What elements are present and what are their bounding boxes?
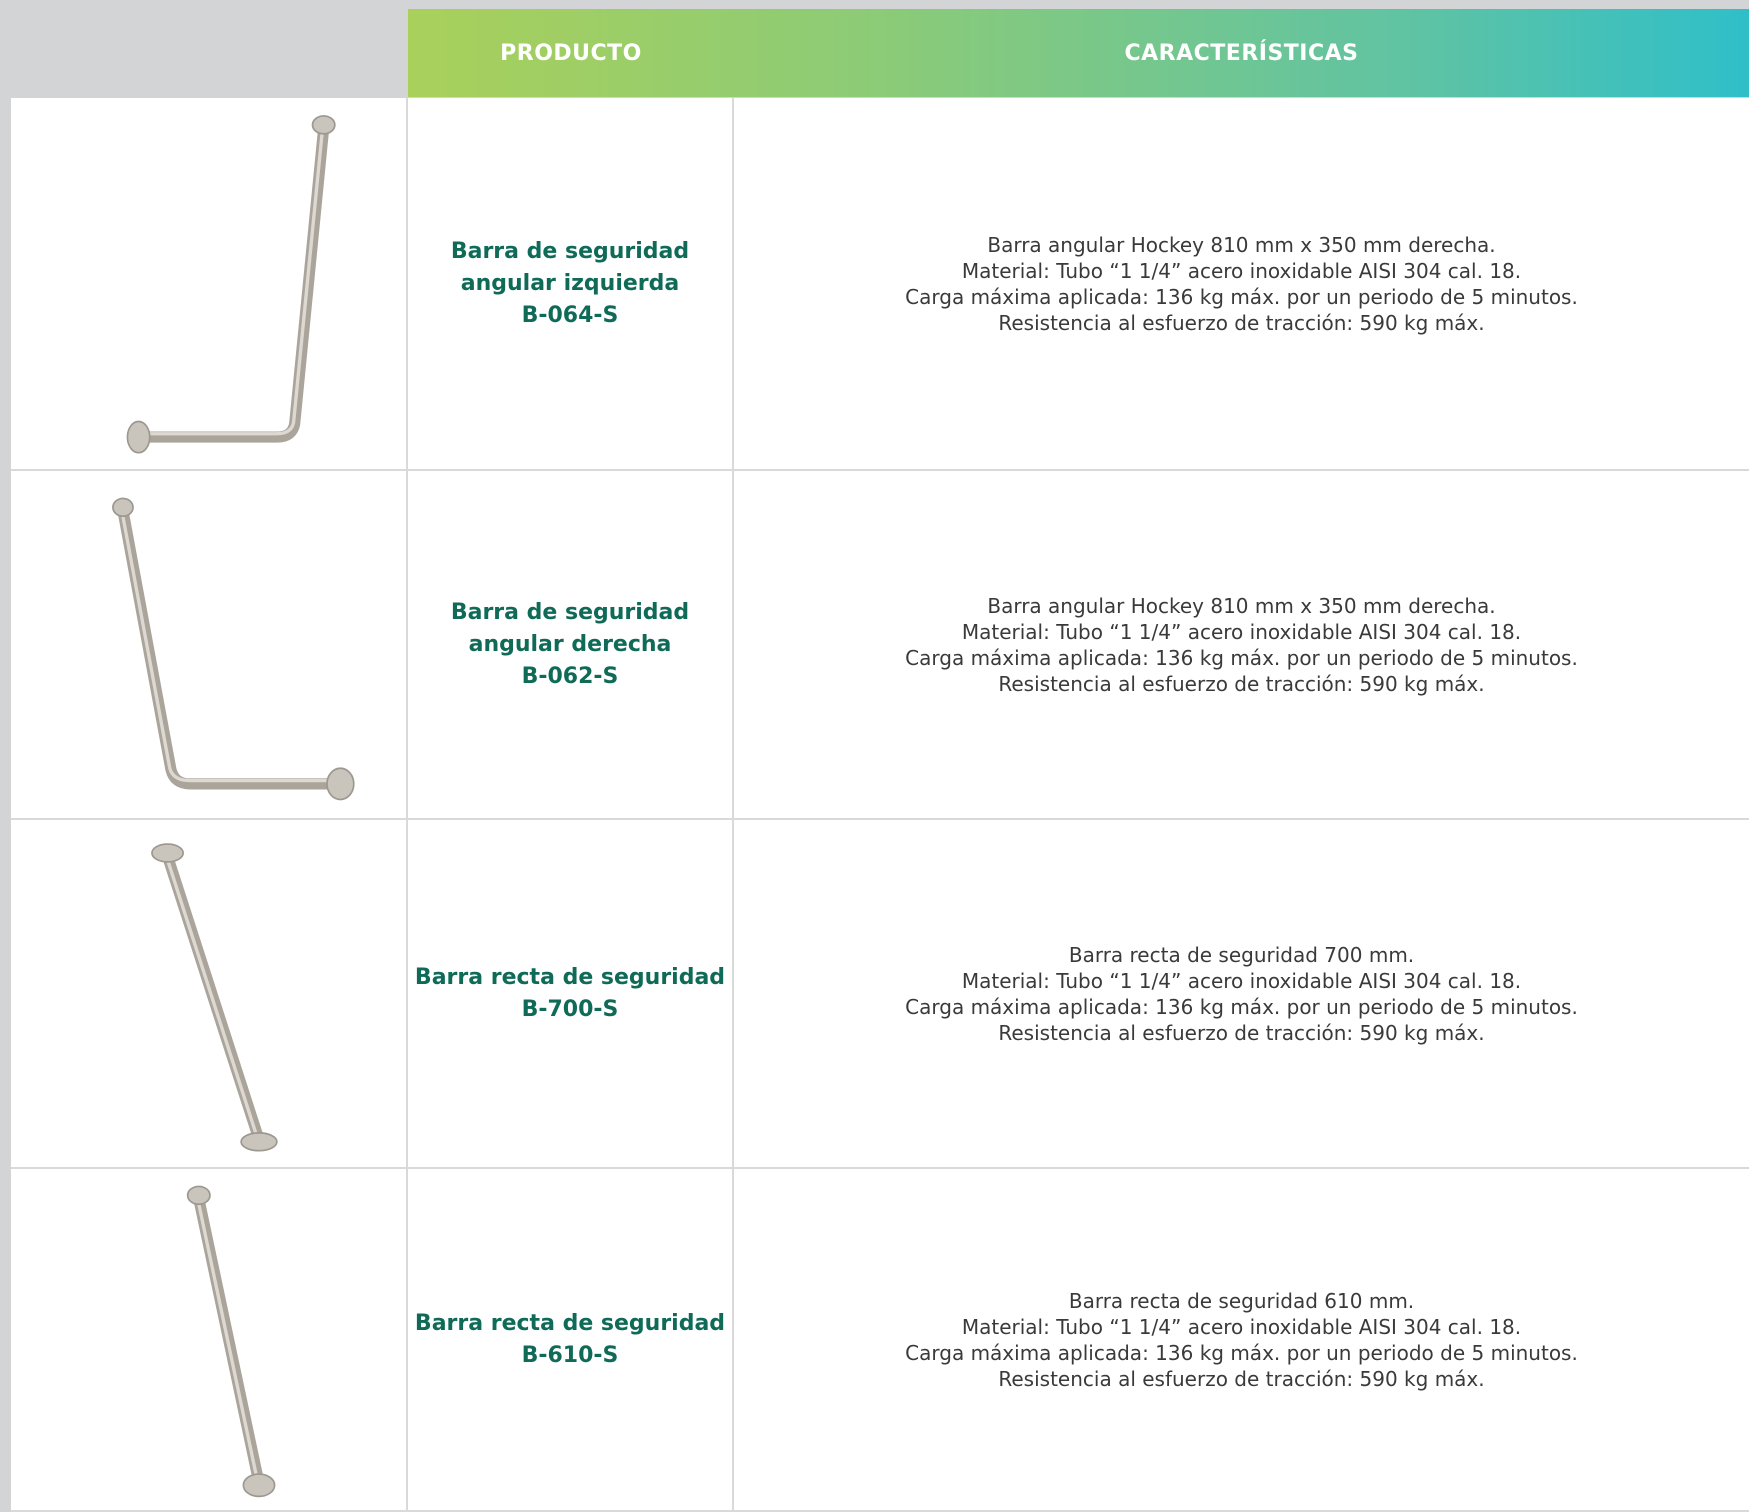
table-row: Barra recta de seguridad B-700-S Barra rec… bbox=[11, 820, 1749, 1169]
column-header: CARACTERÍSTICAS bbox=[1124, 40, 1359, 66]
description-cell: Barra angular Hockey 810 mm x 350 mm der… bbox=[734, 471, 1749, 818]
product-name-line: Barra recta de seguridad bbox=[414, 964, 726, 990]
product-name-line: angular izquierda bbox=[460, 270, 680, 296]
product-name-line: B-064-S bbox=[521, 302, 619, 328]
product-cell: Barra recta de seguridad B-700-S bbox=[408, 820, 734, 1167]
product-name-line: Barra de seguridad bbox=[450, 599, 690, 625]
description-line: Barra recta de seguridad 610 mm. bbox=[1068, 1288, 1415, 1313]
description-line: Material: Tubo “1 1/4” acero inoxidable … bbox=[961, 968, 1522, 993]
description-line: Resistencia al esfuerzo de tracción: 590… bbox=[998, 310, 1485, 335]
bar-images bbox=[117, 122, 341, 1489]
description-line: Barra recta de seguridad 700 mm. bbox=[1068, 942, 1415, 967]
description-line: Carga máxima aplicada: 136 kg máx. por u… bbox=[905, 284, 1578, 309]
description-line: Carga máxima aplicada: 136 kg máx. por u… bbox=[905, 645, 1578, 670]
table-row: Barra de seguridad angular derecha B-062-S… bbox=[11, 471, 1749, 820]
product-name-line: Barra de seguridad bbox=[450, 238, 690, 264]
mount-rosettes bbox=[112, 115, 355, 1498]
description-line: Resistencia al esfuerzo de tracción: 590… bbox=[998, 1020, 1485, 1045]
description-line: Material: Tubo “1 1/4” acero inoxidable … bbox=[961, 258, 1522, 283]
description-line: Resistencia al esfuerzo de tracción: 590… bbox=[998, 1366, 1485, 1391]
product-name-line: B-062-S bbox=[521, 663, 619, 689]
product-name-line: B-610-S bbox=[521, 1342, 619, 1368]
description-line: Material: Tubo “1 1/4” acero inoxidable … bbox=[961, 1314, 1522, 1339]
image-cell bbox=[11, 1169, 408, 1510]
description-line: Barra angular Hockey 810 mm x 350 mm der… bbox=[987, 232, 1496, 257]
description-cell: Barra recta de seguridad 610 mm. Material… bbox=[734, 1169, 1749, 1510]
description-line: Carga máxima aplicada: 136 kg máx. por u… bbox=[905, 1340, 1578, 1365]
product-cell: Barra de seguridad angular izquierda B-064… bbox=[408, 98, 734, 469]
column-header: PRODUCTO bbox=[500, 40, 642, 66]
table-header: PRODUCTO CARACTERÍSTICAS bbox=[408, 9, 1749, 97]
description-line: Barra angular Hockey 810 mm x 350 mm der… bbox=[987, 593, 1496, 618]
image-cell bbox=[11, 820, 408, 1167]
product-name-line: B-700-S bbox=[521, 996, 619, 1022]
description-cell: Barra recta de seguridad 700 mm. Material… bbox=[734, 820, 1749, 1167]
description-line: Material: Tubo “1 1/4” acero inoxidable … bbox=[961, 619, 1522, 644]
image-cell bbox=[11, 471, 408, 818]
description-line: Resistencia al esfuerzo de tracción: 590… bbox=[998, 671, 1485, 696]
product-name-line: angular derecha bbox=[468, 631, 672, 657]
product-cell: Barra de seguridad angular derecha B-062-S bbox=[408, 471, 734, 818]
product-cell: Barra recta de seguridad B-610-S bbox=[408, 1169, 734, 1510]
description-line: Carga máxima aplicada: 136 kg máx. por u… bbox=[905, 994, 1578, 1019]
table-row: Barra de seguridad angular izquierda B-064… bbox=[11, 98, 1749, 471]
image-cell bbox=[11, 98, 408, 469]
description-cell: Barra angular Hockey 810 mm x 350 mm der… bbox=[734, 98, 1749, 469]
table-row: Barra recta de seguridad B-610-S Barra rec… bbox=[11, 1169, 1749, 1512]
product-name-line: Barra recta de seguridad bbox=[414, 1310, 726, 1336]
